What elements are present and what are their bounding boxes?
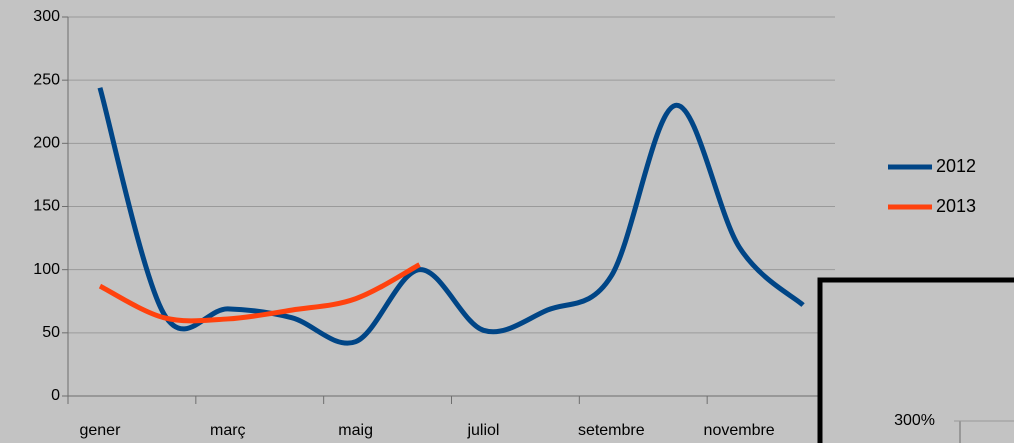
x-tick-label: gener (79, 422, 121, 439)
x-tick-label: setembre (578, 422, 645, 439)
y-tick-label: 150 (33, 198, 60, 215)
y-tick-label: 100 (33, 261, 60, 278)
y-tick-label: 250 (33, 71, 60, 88)
overlay-tick-label: 300% (894, 412, 935, 429)
legend-label: 2013 (936, 196, 976, 216)
y-tick-label: 300 (33, 8, 60, 25)
y-tick-label: 50 (42, 324, 60, 341)
y-tick-label: 0 (51, 387, 60, 404)
legend-label: 2012 (936, 156, 976, 176)
x-tick-label: novembre (704, 422, 775, 439)
data-line (97, 87, 805, 346)
overlay-box (817, 277, 1014, 443)
x-tick-label: juliol (466, 422, 499, 439)
y-tick-label: 200 (33, 135, 60, 152)
data-line (98, 262, 421, 324)
x-tick-label: març (210, 422, 246, 439)
overlay-panel: 300% (817, 277, 1014, 443)
x-tick-label: maig (338, 422, 373, 439)
